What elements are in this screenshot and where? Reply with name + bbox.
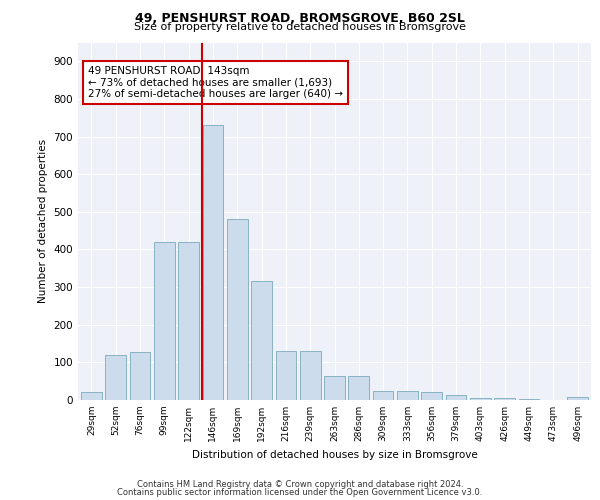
Bar [251, 282, 272, 400]
Text: 49, PENSHURST ROAD, BROMSGROVE, B60 2SL: 49, PENSHURST ROAD, BROMSGROVE, B60 2SL [135, 12, 465, 24]
Bar [106, 355, 126, 400]
Text: Size of property relative to detached houses in Bromsgrove: Size of property relative to detached ho… [134, 22, 466, 32]
Bar [494, 398, 515, 400]
Bar [349, 376, 369, 400]
Bar [130, 352, 151, 400]
Bar [275, 351, 296, 400]
Bar [178, 242, 199, 400]
Bar [373, 390, 394, 400]
Text: Contains HM Land Registry data © Crown copyright and database right 2024.: Contains HM Land Registry data © Crown c… [137, 480, 463, 489]
X-axis label: Distribution of detached houses by size in Bromsgrove: Distribution of detached houses by size … [191, 450, 478, 460]
Bar [81, 392, 102, 400]
Bar [397, 390, 418, 400]
Bar [300, 351, 320, 400]
Bar [421, 392, 442, 400]
Bar [203, 126, 223, 400]
Bar [324, 376, 345, 400]
Y-axis label: Number of detached properties: Number of detached properties [38, 139, 48, 304]
Bar [470, 398, 491, 400]
Text: 49 PENSHURST ROAD: 143sqm
← 73% of detached houses are smaller (1,693)
27% of se: 49 PENSHURST ROAD: 143sqm ← 73% of detac… [88, 66, 343, 99]
Bar [567, 397, 588, 400]
Bar [227, 220, 248, 400]
Bar [154, 242, 175, 400]
Text: Contains public sector information licensed under the Open Government Licence v3: Contains public sector information licen… [118, 488, 482, 497]
Bar [446, 396, 466, 400]
Bar [518, 399, 539, 400]
